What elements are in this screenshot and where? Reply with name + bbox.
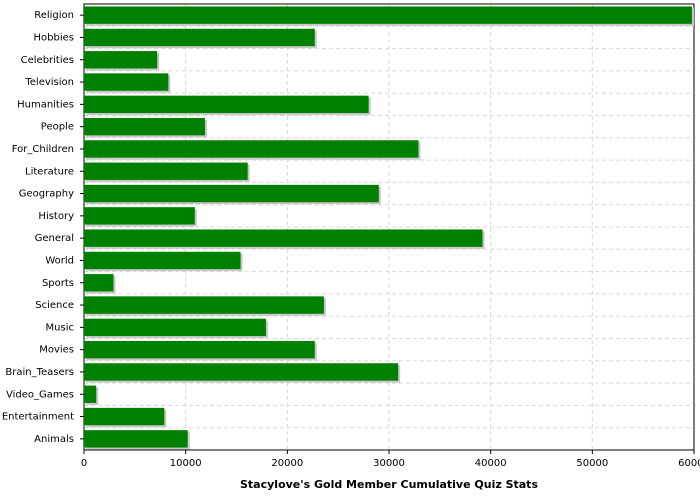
y-tick-label: Literature: [25, 166, 74, 177]
y-tick-label: Religion: [34, 10, 74, 21]
bar: [84, 407, 165, 426]
x-tick-label: 50000: [576, 458, 608, 469]
x-tick-label: 10000: [170, 458, 202, 469]
y-tick-label: General: [35, 233, 74, 244]
chart-title: Stacylove's Gold Member Cumulative Quiz …: [240, 478, 538, 491]
bar: [84, 296, 324, 314]
y-tick-label: Humanities: [17, 99, 74, 110]
bar: [84, 363, 399, 381]
x-tick-label: 20000: [271, 458, 303, 469]
bar: [84, 251, 241, 270]
bar: [84, 95, 369, 114]
y-tick-label: History: [38, 211, 74, 222]
x-tick-label: 30000: [373, 458, 405, 469]
x-tick-label: 0: [81, 458, 87, 469]
bar: [84, 274, 114, 292]
bar: [84, 73, 169, 91]
bar: [84, 318, 266, 337]
y-tick-label: Video_Games: [6, 389, 74, 400]
bar: [84, 385, 97, 403]
y-tick-label: Hobbies: [34, 32, 74, 43]
y-tick-label: Entertainment: [2, 412, 74, 423]
y-tick-label: Science: [35, 300, 74, 311]
bar: [84, 140, 419, 158]
y-tick-label: Music: [46, 322, 74, 333]
bar: [84, 51, 158, 69]
bar: [84, 430, 188, 448]
y-tick-label: Sports: [42, 278, 74, 289]
x-tick-label: 60000: [678, 458, 700, 469]
bar: [84, 184, 379, 203]
x-tick-label: 40000: [475, 458, 507, 469]
bar: [84, 340, 315, 359]
y-tick-label: For_Children: [12, 144, 74, 155]
bar: [84, 207, 195, 225]
bar: [84, 117, 205, 136]
y-tick-label: Geography: [19, 189, 74, 200]
bar: [84, 162, 248, 180]
bar: [84, 28, 315, 47]
y-tick-label: Movies: [39, 345, 74, 356]
y-tick-label: Celebrities: [21, 55, 74, 66]
y-tick-label: World: [45, 255, 74, 266]
plot-frame: [83, 3, 695, 451]
bar: [84, 6, 692, 24]
y-tick-label: People: [41, 122, 74, 133]
y-tick-label: Animals: [34, 434, 74, 445]
y-tick-label: Brain_Teasers: [5, 367, 74, 378]
y-tick-label: Television: [24, 77, 74, 88]
bar: [84, 229, 483, 247]
